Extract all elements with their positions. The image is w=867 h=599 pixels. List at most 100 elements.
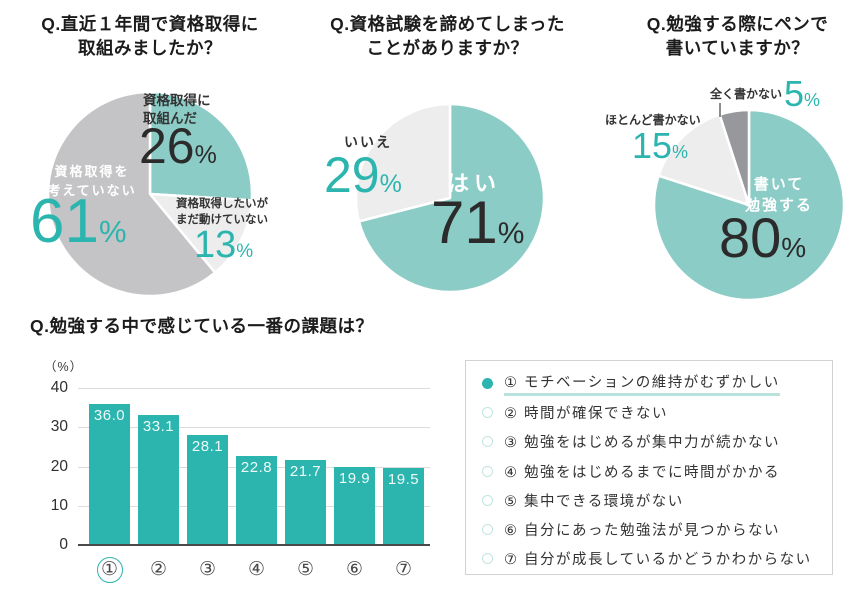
pie2-slice-label-no: いいえ [344,132,392,152]
question-line: Q.勉強する際にペンで [646,14,829,34]
pie3-chart [652,108,846,307]
pie2-slice-0 [357,102,546,294]
pie1-slice-1 [148,192,254,274]
question-line: Q.直近１年間で資格取得に [41,14,259,34]
bar: 19.5 [383,468,424,544]
slice-label-line: 資格取得を [54,164,130,179]
filled-bullet-icon [482,378,493,390]
pie2-value-29: 29% [324,150,402,200]
pie1-slice-label-not-yet: 資格取得したいが まだ動けていない [176,197,268,228]
x-tick-label: ④ [247,559,266,580]
slice-value: 15 [632,125,673,166]
bar-value-label: 28.1 [191,437,224,455]
x-tick-label: ⑦ [394,559,413,580]
slice-label-line: まだ動けていない [176,213,268,226]
x-tick-label: ① [96,557,123,583]
pie1-value-13: 13% [194,226,253,264]
legend-item: ③ 勉強をはじめるが集中力が続かない [482,427,832,456]
pie2-question-title: Q.資格試験を諦めてしまった ことがありますか？ [305,12,590,60]
bar-chart-title: Q.勉強する中で感じている一番の課題は？ [30,316,374,336]
pie3-question-title: Q.勉強する際にペンで 書いていますか？ [600,12,867,60]
percent-sign: % [672,142,689,162]
slice-value: 71 [431,189,498,256]
x-tick-label: ⑥ [345,559,364,580]
question-line: ことがありますか？ [366,38,529,58]
legend-item: ⑦ 自分が成長しているかどうかわからない [482,544,832,573]
x-axis-line [78,544,430,546]
slice-label-line: 取組んだ [143,111,197,126]
y-tick-label: 40 [50,379,68,396]
slice-label-line: 書いて [753,176,805,193]
y-tick-label: 30 [50,418,68,436]
bar: 28.1 [187,434,228,544]
legend-item: ① モチベーションの維持がむずかしい [482,369,832,398]
percent-sign: % [497,217,525,250]
percent-sign: % [379,170,402,198]
pie3-slice-label-never-write: 全く書かない [710,85,782,102]
pie1-slice-0 [148,90,254,202]
y-tick-label: 10 [50,496,68,514]
slice-label-line: 資格取得したいが [176,198,268,210]
x-tick-label: ⑤ [296,559,315,580]
pie3-value-80: 80% [719,210,806,266]
pie2-slice-label-yes: はい [447,166,501,198]
pie1-slice-label-worked: 資格取得に 取組んだ [143,92,211,128]
pie2-chart [354,102,546,299]
percent-sign: % [781,232,807,263]
pie1-slice-label-not-considering: 資格取得を 考えていない [44,162,140,200]
slice-label-line: 資格取得に [143,93,211,108]
percent-sign: % [194,141,217,169]
legend-item: ⑤ 集中できる環境がない [482,486,832,515]
pie1-question-title: Q.直近１年間で資格取得に 取組みましたか？ [10,12,290,60]
legend-label: ⑥ 自分にあった勉強法が見つからない [504,523,781,540]
legend-label: ⑦ 自分が成長しているかどうかわからない [504,552,812,569]
legend-item: ④ 勉強をはじめるまでに時間がかかる [482,457,832,486]
bar-value-label: 21.7 [289,462,322,480]
pie3-value-5: 5% [784,76,820,112]
slice-value: 13 [194,224,237,266]
legend-label: ⑤ 集中できる環境がない [504,493,684,510]
percent-sign: % [98,214,127,249]
open-bullet-icon [482,524,493,536]
legend-item: ② 時間が確保できない [482,398,832,427]
open-bullet-icon [482,436,493,448]
pie2-slice-1 [354,102,452,223]
legend-item: ⑥ 自分にあった勉強法が見つからない [482,515,832,544]
slice-label-line: 勉強する [744,197,813,214]
x-tick-label: ② [149,559,168,580]
bar-value-label: 22.8 [240,458,273,476]
bar: 19.9 [334,466,375,544]
slice-label-line: 全く書かない [710,87,783,101]
open-bullet-icon [482,465,493,477]
slice-label-line: 考えていない [47,183,137,198]
y-axis-unit-label: （%） [44,360,84,374]
open-bullet-icon [482,553,493,565]
y-tick-label: 20 [50,457,68,475]
slice-label-line: ほとんど書かない [605,113,701,127]
legend-label: ① モチベーションの維持がむずかしい [504,371,780,397]
legend-label: ③ 勉強をはじめるが集中力が続かない [504,435,781,452]
slice-value: 26 [139,118,195,174]
pie1-value-61: 61% [30,191,127,253]
slice-value: 29 [324,147,380,203]
slice-value: 61 [30,187,99,256]
bar-value-label: 33.1 [142,418,175,436]
bar-value-label: 36.0 [93,406,126,424]
bar-value-label: 19.5 [387,471,420,489]
bar: 36.0 [89,403,130,544]
slice-value: 80 [719,206,782,269]
percent-sign: % [236,241,254,262]
y-tick-label: 0 [59,536,68,553]
pie3-value-15: 15% [632,128,688,164]
pie3-callout-tick [719,103,721,117]
legend-box: ① モチベーションの維持がむずかしい ② 時間が確保できない ③ 勉強をはじめるが集… [465,360,833,575]
slice-label-line: いいえ [344,134,392,150]
x-tick-label: ③ [198,559,217,580]
open-bullet-icon [482,494,493,506]
gridline [78,427,430,429]
slice-value: 5 [784,73,805,114]
open-bullet-icon [482,407,493,419]
gridline [78,388,430,389]
legend-label: ④ 勉強をはじめるまでに時間がかかる [504,464,781,481]
